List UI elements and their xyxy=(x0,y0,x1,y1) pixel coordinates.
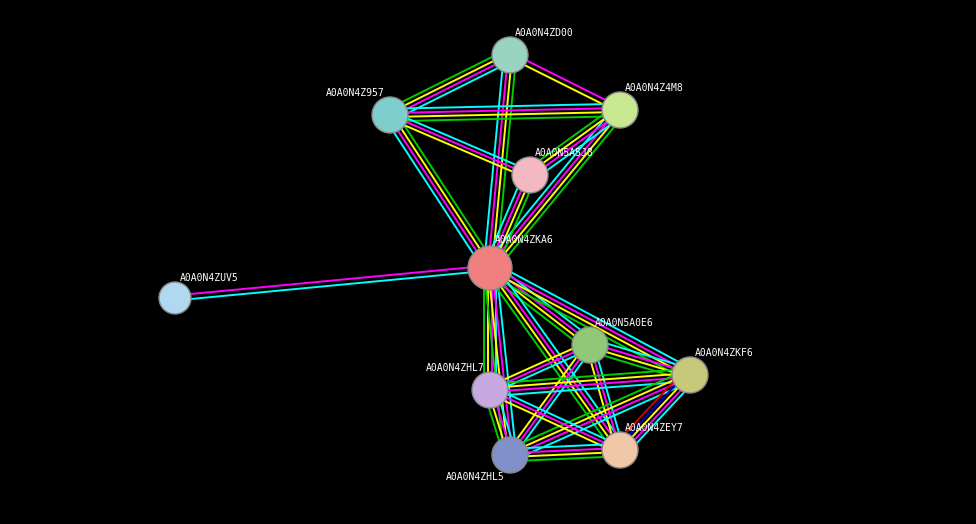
Text: A0A0N4ZD00: A0A0N4ZD00 xyxy=(515,28,574,38)
Circle shape xyxy=(602,92,638,128)
Circle shape xyxy=(572,327,608,363)
Text: A0A0N4ZUV5: A0A0N4ZUV5 xyxy=(180,273,239,283)
Circle shape xyxy=(468,246,512,290)
Circle shape xyxy=(492,37,528,73)
Circle shape xyxy=(512,157,548,193)
Text: A0A0N4ZHL7: A0A0N4ZHL7 xyxy=(427,363,485,373)
Circle shape xyxy=(492,437,528,473)
Text: A0A0N4ZKF6: A0A0N4ZKF6 xyxy=(695,348,753,358)
Text: A0A0N4Z957: A0A0N4Z957 xyxy=(326,88,385,98)
Text: A0A0N4ZKA6: A0A0N4ZKA6 xyxy=(495,235,553,245)
Text: A0A0N4ZEY7: A0A0N4ZEY7 xyxy=(625,423,684,433)
Circle shape xyxy=(372,97,408,133)
Text: A0A0N5A0E6: A0A0N5A0E6 xyxy=(595,318,654,328)
Circle shape xyxy=(472,372,508,408)
Circle shape xyxy=(602,432,638,468)
Circle shape xyxy=(672,357,708,393)
Circle shape xyxy=(159,282,191,314)
Text: A0A0N4ZHL5: A0A0N4ZHL5 xyxy=(446,472,505,482)
Text: A0A0N5A5J8: A0A0N5A5J8 xyxy=(535,148,593,158)
Text: A0A0N4Z4M8: A0A0N4Z4M8 xyxy=(625,83,684,93)
